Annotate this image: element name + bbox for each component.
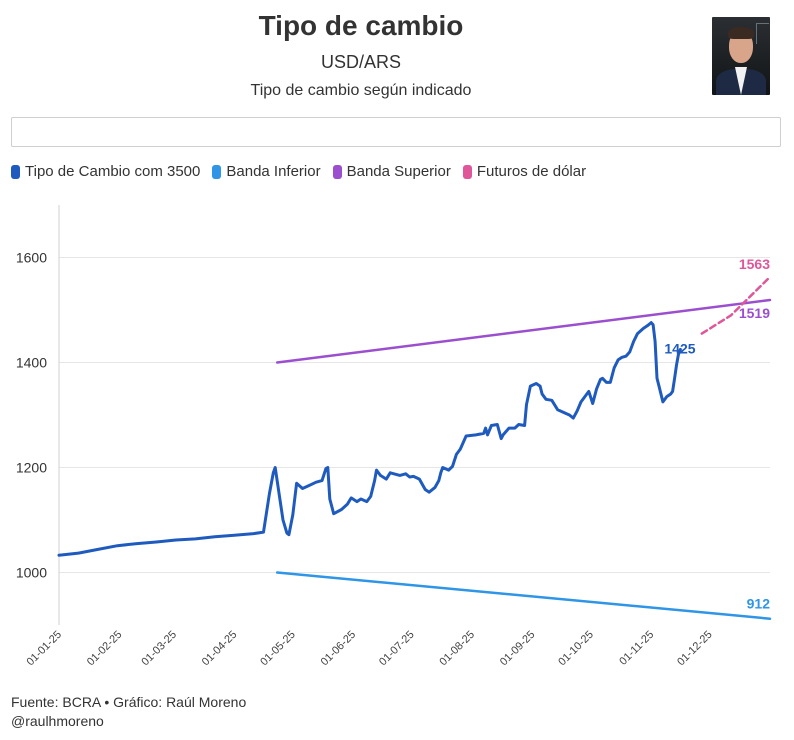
legend-swatch (11, 164, 20, 179)
x-tick-label: 01-01-25 (24, 629, 64, 669)
x-tick-label: 01-11-25 (617, 629, 656, 668)
series-end-label: 912 (747, 596, 771, 612)
x-tick-label: 01-03-25 (139, 629, 179, 669)
series-end-label: 1425 (664, 340, 695, 356)
legend-label: Banda Inferior (226, 163, 321, 180)
x-tick-label: 01-08-25 (437, 629, 477, 669)
legend-label: Futuros de dólar (476, 163, 587, 180)
x-tick-label: 01-06-25 (319, 629, 359, 669)
page-description: Tipo de cambio según indicado (250, 82, 472, 99)
x-tick-label: 01-07-25 (377, 629, 417, 669)
x-tick-label: 01-09-25 (498, 629, 538, 669)
y-tick-label: 1200 (16, 460, 47, 476)
y-tick-label: 1000 (16, 565, 47, 581)
x-tick-label: 01-10-25 (556, 629, 596, 669)
series-line (700, 275, 772, 335)
series-line (275, 298, 772, 364)
legend-label: Banda Superior (346, 163, 451, 180)
author-handle: @raulhmoreno (11, 713, 104, 729)
source-credit: Fuente: BCRA • Gráfico: Raúl Moreno (11, 694, 247, 710)
x-tick-label: 01-02-25 (85, 629, 125, 669)
legend-swatch (212, 164, 222, 179)
legend-swatch (332, 164, 342, 179)
x-tick-label: 01-05-25 (258, 629, 298, 669)
x-tick-label: 01-12-25 (675, 629, 715, 669)
y-tick-label: 1400 (16, 355, 47, 371)
avatar-hair (728, 27, 754, 39)
avatar (712, 17, 770, 95)
search-input[interactable] (11, 117, 781, 147)
chart-legend: Tipo de Cambio com 3500 Banda Inferior B… (11, 163, 586, 180)
legend-item-futuros-de-dolar[interactable]: Futuros de dólar (462, 163, 587, 180)
avatar-chart-backdrop (756, 23, 769, 44)
series-end-label: 1563 (739, 256, 770, 272)
chart-footer: Fuente: BCRA • Gráfico: Raúl Moreno @rau… (11, 693, 246, 731)
exchange-rate-chart: 1000 1200 1400 1600 01-01-25 01-02-25 01-03-25… (16, 205, 772, 669)
legend-item-banda-inferior[interactable]: Banda Inferior (212, 163, 321, 180)
series-line (275, 571, 772, 620)
y-tick-label: 1600 (16, 250, 47, 266)
page-subtitle: USD/ARS (320, 52, 401, 72)
page-title: Tipo de cambio (258, 10, 464, 41)
legend-label: Tipo de Cambio com 3500 (25, 163, 201, 180)
legend-item-tipo-de-cambio[interactable]: Tipo de Cambio com 3500 (11, 163, 200, 180)
series-end-label: 1519 (739, 305, 770, 321)
series-line (57, 321, 682, 557)
legend-item-banda-superior[interactable]: Banda Superior (332, 163, 451, 180)
x-tick-label: 01-04-25 (200, 629, 240, 669)
legend-swatch (462, 164, 472, 179)
